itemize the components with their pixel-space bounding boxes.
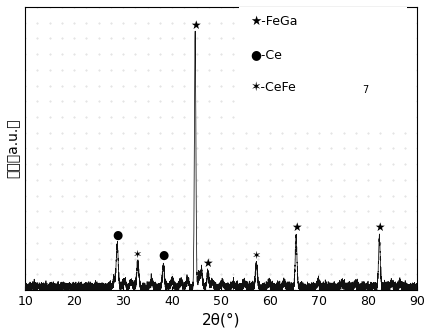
Text: ●: ● (112, 229, 122, 242)
Text: 7: 7 (362, 85, 368, 95)
Text: ★: ★ (291, 221, 302, 234)
Y-axis label: 强度（a.u.）: 强度（a.u.） (7, 119, 21, 178)
Text: ★: ★ (190, 19, 200, 32)
Text: ●-Ce: ●-Ce (251, 48, 283, 61)
Text: ✶: ✶ (252, 251, 261, 261)
Text: ★: ★ (374, 221, 384, 234)
Text: ✶-CeFe: ✶-CeFe (251, 80, 296, 94)
X-axis label: 2θ(°): 2θ(°) (202, 312, 240, 327)
Text: ✶: ✶ (133, 250, 143, 260)
Text: ★-FeGa: ★-FeGa (251, 15, 298, 28)
Text: ★: ★ (203, 257, 213, 270)
Text: ●: ● (158, 249, 168, 262)
FancyBboxPatch shape (239, 7, 407, 125)
